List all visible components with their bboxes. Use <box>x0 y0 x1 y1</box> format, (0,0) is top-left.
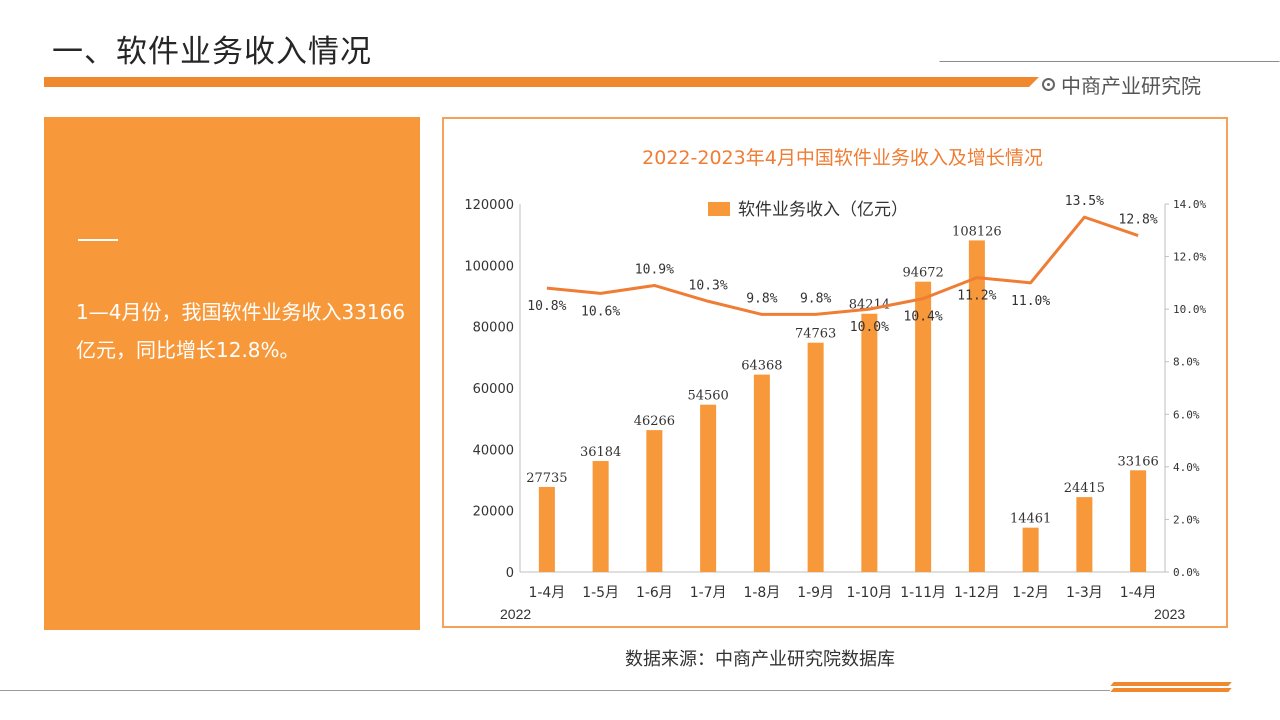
x-tick-label: 1-7月 <box>690 585 727 601</box>
y-right-tick-label: 10.0% <box>1173 303 1206 316</box>
growth-label: 9.8% <box>800 291 831 306</box>
year-label-end: 2023 <box>1154 606 1185 622</box>
target-icon <box>1042 78 1055 91</box>
bar-value-label: 24415 <box>1064 481 1105 496</box>
footer-stripe <box>1110 682 1232 686</box>
growth-label: 10.9% <box>635 262 674 277</box>
bar-value-label: 14461 <box>1010 512 1051 527</box>
legend-label: 软件业务收入（亿元） <box>738 200 908 220</box>
y-left-tick-label: 0 <box>506 566 514 581</box>
x-tick-label: 1-4月 <box>528 585 565 601</box>
header-rule <box>939 61 1280 62</box>
growth-label: 10.6% <box>581 304 620 319</box>
bar <box>915 281 932 572</box>
growth-line <box>546 215 1139 316</box>
panel-divider <box>78 239 118 241</box>
x-tick-label: 1-5月 <box>582 585 619 601</box>
bar <box>646 430 663 572</box>
bar-value-label: 108126 <box>952 224 1002 239</box>
y-left-tick-label: 40000 <box>473 443 514 458</box>
x-tick-label: 1-4月 <box>1120 585 1157 601</box>
growth-label: 10.8% <box>527 299 566 314</box>
bar <box>753 374 770 572</box>
bar-value-label: 64368 <box>741 359 782 374</box>
bar-value-label: 36184 <box>580 445 621 460</box>
growth-label: 11.0% <box>1011 294 1050 309</box>
y-left-tick-label: 20000 <box>473 505 514 520</box>
y-left-tick-label: 60000 <box>473 382 514 397</box>
growth-label: 10.0% <box>850 320 889 335</box>
growth-label: 10.3% <box>689 278 728 293</box>
x-tick-label: 1-2月 <box>1012 585 1049 601</box>
y-right-tick-label: 14.0% <box>1173 198 1206 211</box>
y-left-tick-label: 100000 <box>464 259 514 274</box>
title-accent-bar <box>44 77 1029 87</box>
x-tick-label: 1-10月 <box>846 585 892 601</box>
chart-frame <box>442 117 1228 628</box>
brand-name: 中商产业研究院 <box>1061 74 1201 98</box>
bar-value-label: 33166 <box>1117 454 1158 469</box>
x-tick-label: 1-11月 <box>900 585 946 601</box>
growth-label: 11.2% <box>957 289 996 304</box>
summary-panel: 1—4月份，我国软件业务收入33166亿元，同比增长12.8%。 <box>44 117 420 630</box>
summary-text: 1—4月份，我国软件业务收入33166亿元，同比增长12.8%。 <box>76 300 406 362</box>
bar-value-label: 46266 <box>634 414 675 429</box>
growth-label: 10.4% <box>904 310 943 325</box>
y-right-tick-label: 6.0% <box>1173 408 1200 421</box>
y-right-tick-label: 8.0% <box>1173 356 1200 369</box>
y-right-tick-label: 2.0% <box>1173 513 1200 526</box>
brand-logo: 中商产业研究院 <box>1042 70 1201 99</box>
data-source: 数据来源：中商产业研究院数据库 <box>625 649 895 670</box>
bar <box>1130 470 1147 572</box>
growth-label: 12.8% <box>1119 213 1158 228</box>
x-tick-label: 1-8月 <box>743 585 780 601</box>
y-left-tick-label: 120000 <box>464 198 514 213</box>
bar <box>968 240 985 572</box>
y-right-tick-label: 4.0% <box>1173 461 1200 474</box>
x-tick-label: 1-12月 <box>954 585 1000 601</box>
chart-title: 2022-2023年4月中国软件业务收入及增长情况 <box>642 147 1043 169</box>
bar-value-label: 54560 <box>687 389 728 404</box>
y-left-tick-label: 80000 <box>473 321 514 336</box>
x-tick-label: 1-9月 <box>797 585 834 601</box>
bar <box>592 461 609 572</box>
year-label-start: 2022 <box>500 606 531 622</box>
bar <box>1076 497 1093 572</box>
bar <box>700 404 717 572</box>
bar <box>1022 527 1039 572</box>
y-right-tick-label: 12.0% <box>1173 251 1206 264</box>
footer-rule <box>0 690 1110 691</box>
bar-value-label: 94672 <box>902 266 943 281</box>
title-accent-bar-tail <box>1029 77 1039 87</box>
bar-value-label: 27735 <box>526 471 567 486</box>
bar <box>807 342 824 572</box>
footer-stripe <box>1110 688 1232 692</box>
growth-label: 13.5% <box>1065 194 1104 209</box>
x-tick-label: 1-3月 <box>1066 585 1103 601</box>
page-title: 一、软件业务收入情况 <box>52 34 372 70</box>
bar <box>861 313 878 572</box>
bar <box>538 486 555 572</box>
bar-value-label: 74763 <box>795 327 836 342</box>
y-right-tick-label: 0.0% <box>1173 566 1200 579</box>
legend-swatch <box>708 202 730 216</box>
x-tick-label: 1-6月 <box>636 585 673 601</box>
growth-label: 9.8% <box>746 291 777 306</box>
